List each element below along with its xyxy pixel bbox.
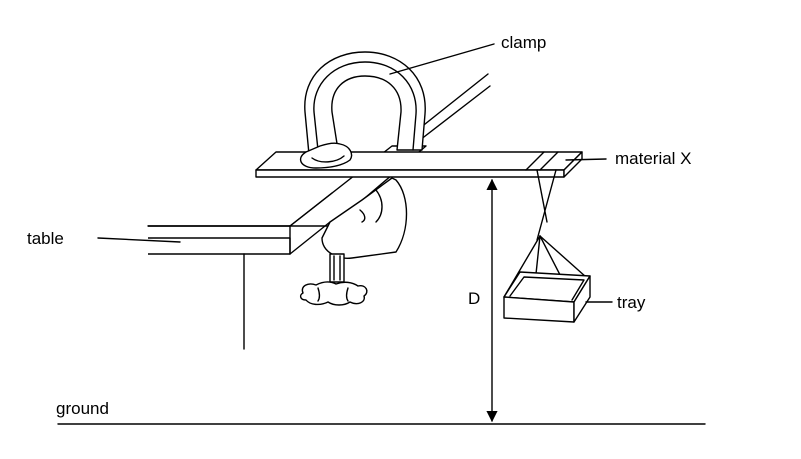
distance-label: D	[468, 289, 480, 308]
tray	[503, 169, 591, 323]
tray-label: tray	[617, 293, 646, 312]
material-x-label: material X	[615, 149, 692, 168]
table-label: table	[27, 229, 64, 248]
clamp-leader	[389, 43, 495, 75]
table-leader	[97, 237, 181, 243]
ground-label: ground	[56, 399, 109, 418]
clamp-upper	[299, 51, 426, 169]
clamp-lower	[299, 177, 408, 306]
clamp-label: clamp	[501, 33, 546, 52]
material-leader	[565, 158, 607, 161]
